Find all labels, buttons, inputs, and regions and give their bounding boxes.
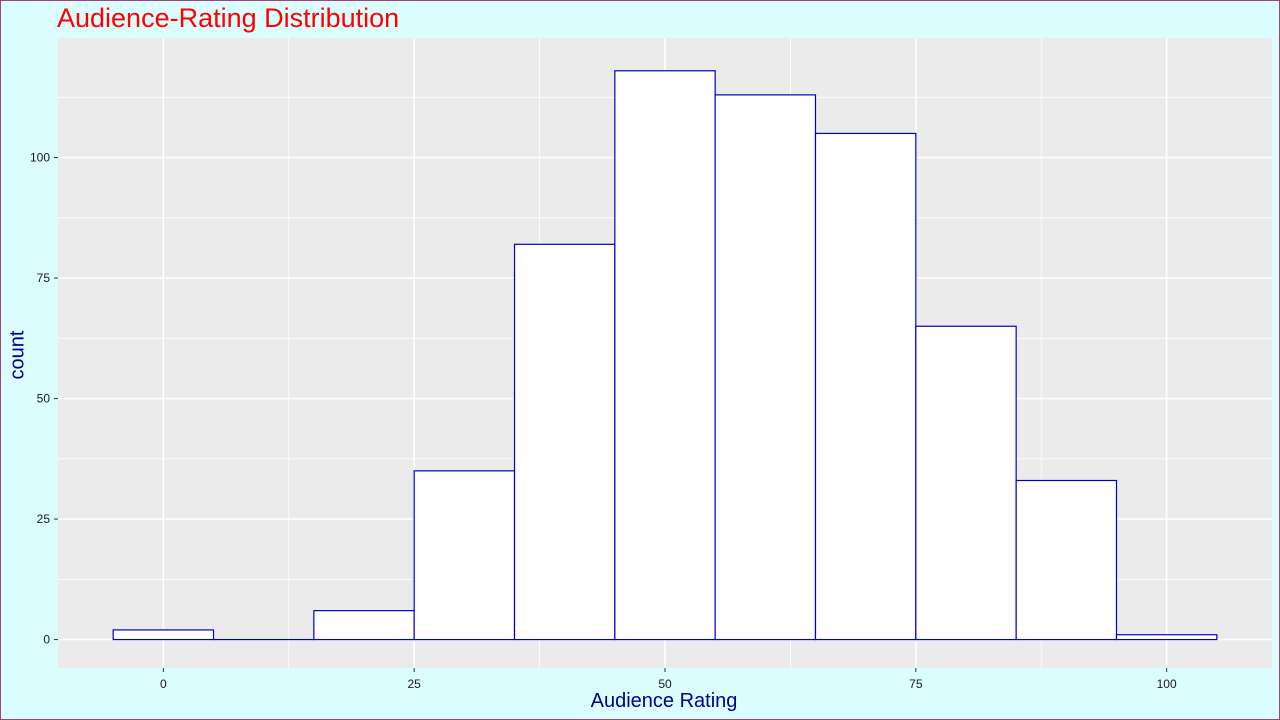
y-tick-label: 100 — [30, 151, 50, 165]
histogram-bar — [513, 243, 616, 641]
x-tick-label: 75 — [909, 677, 923, 691]
chart-title: Audience-Rating Distribution — [57, 3, 400, 33]
histogram-bar — [413, 470, 516, 641]
y-tick-label: 0 — [43, 633, 50, 647]
y-tick-label: 75 — [37, 271, 51, 285]
histogram-bar — [1015, 479, 1118, 641]
x-tick-label: 0 — [160, 677, 167, 691]
histogram-bar — [313, 610, 415, 641]
x-tick-label: 25 — [407, 677, 421, 691]
y-tick-label: 50 — [37, 392, 51, 406]
x-axis-title: Audience Rating — [590, 690, 738, 712]
y-axis-title: count — [6, 330, 29, 380]
histogram-bar — [714, 94, 817, 641]
y-tick-label: 25 — [37, 512, 51, 526]
histogram-bar — [614, 70, 716, 641]
histogram-bar — [112, 629, 215, 641]
x-tick-label: 50 — [658, 677, 672, 691]
x-tick-label: 100 — [1157, 677, 1177, 691]
histogram-bar — [915, 325, 1017, 641]
histogram-bar — [814, 132, 917, 641]
histogram-bar — [1115, 634, 1218, 641]
